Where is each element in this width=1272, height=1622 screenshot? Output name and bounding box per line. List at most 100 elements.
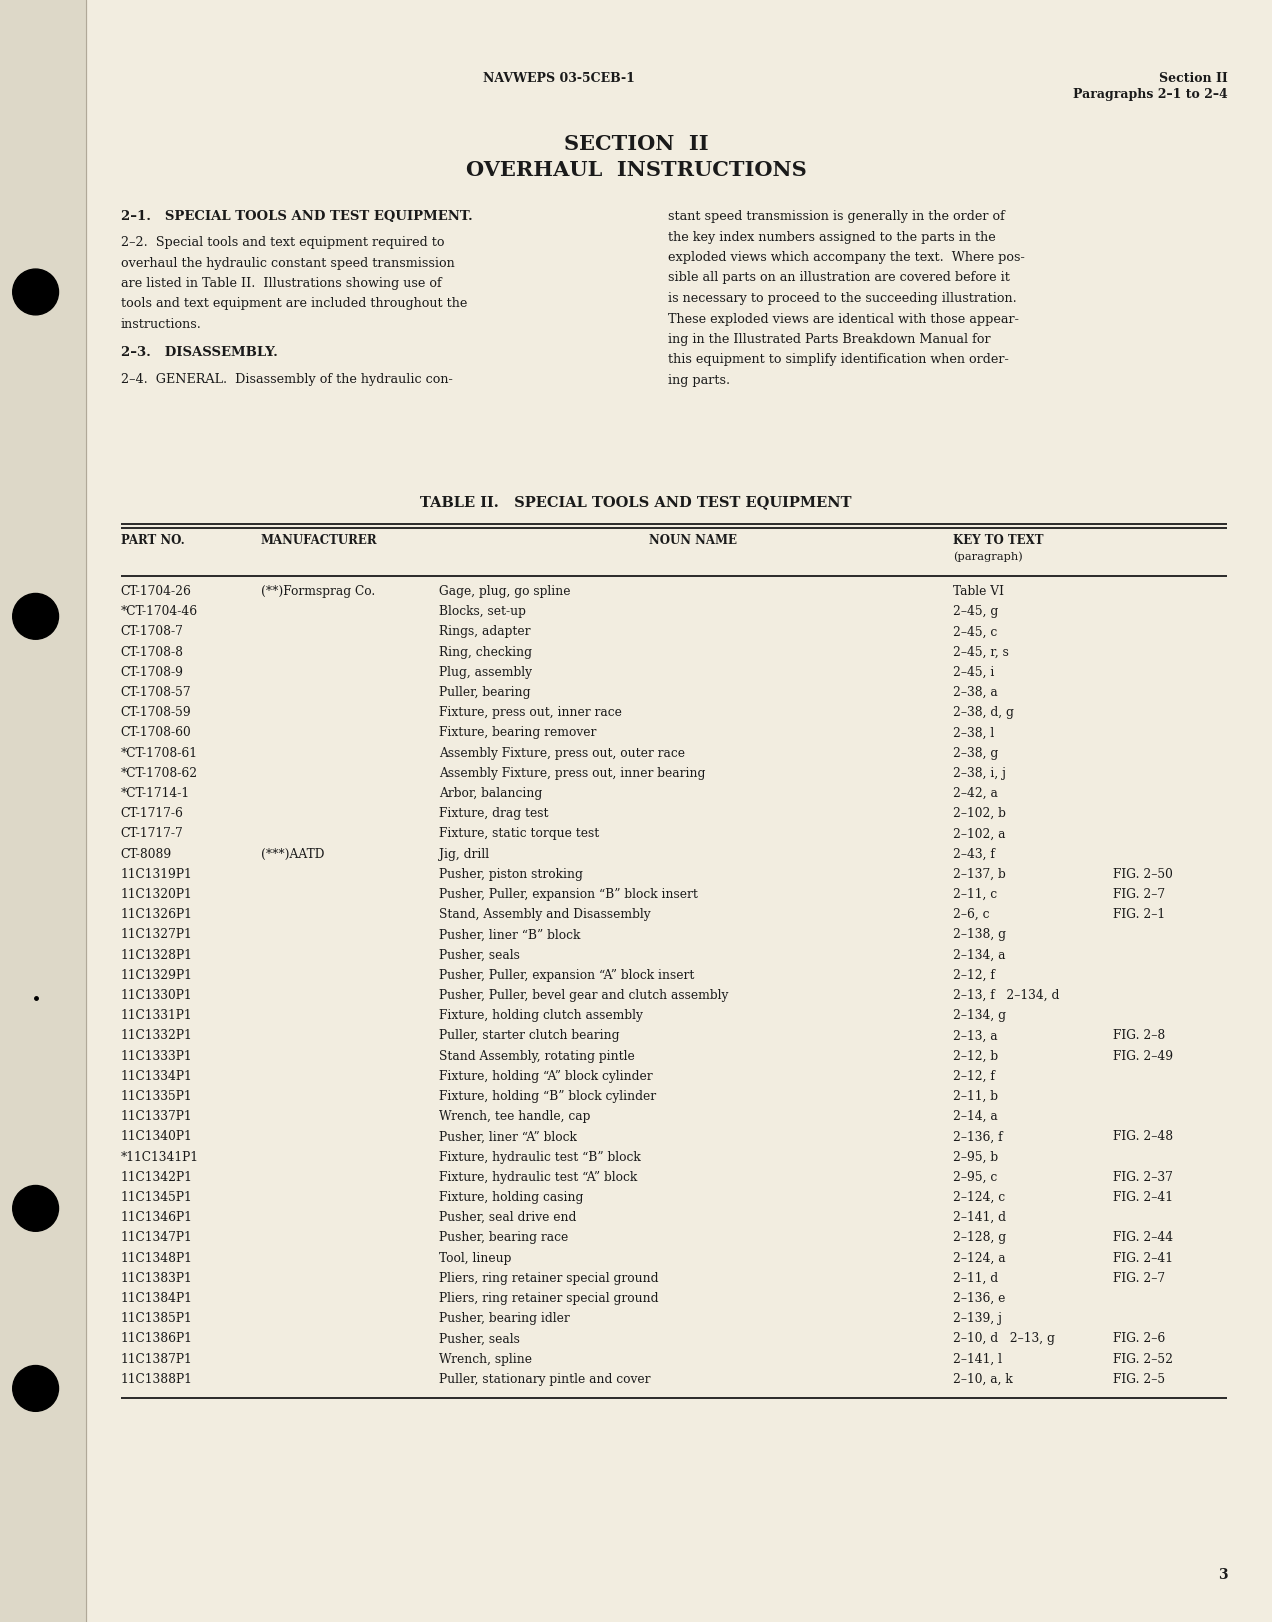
Text: Pusher, Puller, expansion “B” block insert: Pusher, Puller, expansion “B” block inse… [439, 887, 698, 900]
Text: 11C1328P1: 11C1328P1 [121, 949, 193, 962]
Text: CT-1708-8: CT-1708-8 [121, 646, 184, 659]
Text: FIG. 2–52: FIG. 2–52 [1113, 1353, 1173, 1366]
Text: Pusher, seals: Pusher, seals [439, 949, 520, 962]
Text: Puller, bearing: Puller, bearing [439, 686, 530, 699]
Text: 11C1335P1: 11C1335P1 [121, 1090, 192, 1103]
Text: CT-8089: CT-8089 [121, 848, 172, 861]
Text: *CT-1708-61: *CT-1708-61 [121, 746, 198, 759]
Text: *CT-1708-62: *CT-1708-62 [121, 767, 198, 780]
Text: FIG. 2–7: FIG. 2–7 [1113, 887, 1165, 900]
Text: Tool, lineup: Tool, lineup [439, 1252, 511, 1265]
Text: NOUN NAME: NOUN NAME [649, 534, 738, 547]
Text: *11C1341P1: *11C1341P1 [121, 1150, 198, 1163]
Text: CT-1708-7: CT-1708-7 [121, 626, 183, 639]
Text: Jig, drill: Jig, drill [439, 848, 488, 861]
Text: 2–128, g: 2–128, g [953, 1231, 1006, 1244]
Text: the key index numbers assigned to the parts in the: the key index numbers assigned to the pa… [668, 230, 996, 243]
Text: 2–2.  Special tools and text equipment required to: 2–2. Special tools and text equipment re… [121, 235, 444, 250]
Text: Pusher, liner “B” block: Pusher, liner “B” block [439, 928, 580, 941]
Text: 11C1332P1: 11C1332P1 [121, 1030, 192, 1043]
Text: 2–4.  GENERAL.  Disassembly of the hydraulic con-: 2–4. GENERAL. Disassembly of the hydraul… [121, 373, 453, 386]
Text: Gage, plug, go spline: Gage, plug, go spline [439, 586, 570, 599]
Text: this equipment to simplify identification when order-: this equipment to simplify identificatio… [668, 354, 1009, 367]
Text: 2–10, d   2–13, g: 2–10, d 2–13, g [953, 1332, 1054, 1345]
Text: Plug, assembly: Plug, assembly [439, 665, 532, 678]
Text: Pusher, bearing idler: Pusher, bearing idler [439, 1312, 570, 1325]
Text: 2–95, c: 2–95, c [953, 1171, 997, 1184]
Text: Fixture, hydraulic test “B” block: Fixture, hydraulic test “B” block [439, 1150, 641, 1163]
Text: ing in the Illustrated Parts Breakdown Manual for: ing in the Illustrated Parts Breakdown M… [668, 333, 991, 345]
Text: Arbor, balancing: Arbor, balancing [439, 787, 542, 800]
Text: 11C1348P1: 11C1348P1 [121, 1252, 193, 1265]
Text: sible all parts on an illustration are covered before it: sible all parts on an illustration are c… [668, 271, 1010, 284]
Text: 11C1388P1: 11C1388P1 [121, 1372, 193, 1385]
Text: (paragraph): (paragraph) [953, 551, 1023, 561]
Text: *CT-1714-1: *CT-1714-1 [121, 787, 190, 800]
Text: 2–138, g: 2–138, g [953, 928, 1006, 941]
Text: 2–136, e: 2–136, e [953, 1293, 1005, 1306]
Text: Ring, checking: Ring, checking [439, 646, 532, 659]
Text: 2–95, b: 2–95, b [953, 1150, 997, 1163]
Text: Pusher, piston stroking: Pusher, piston stroking [439, 868, 583, 881]
Text: Blocks, set-up: Blocks, set-up [439, 605, 525, 618]
Text: FIG. 2–5: FIG. 2–5 [1113, 1372, 1165, 1385]
Text: 11C1342P1: 11C1342P1 [121, 1171, 193, 1184]
Text: 11C1330P1: 11C1330P1 [121, 989, 192, 1002]
Text: FIG. 2–50: FIG. 2–50 [1113, 868, 1173, 881]
Text: 2–10, a, k: 2–10, a, k [953, 1372, 1013, 1385]
Text: 2–141, d: 2–141, d [953, 1212, 1006, 1225]
Circle shape [13, 1366, 59, 1411]
Text: is necessary to proceed to the succeeding illustration.: is necessary to proceed to the succeedin… [668, 292, 1016, 305]
Text: 2–38, g: 2–38, g [953, 746, 999, 759]
Text: 11C1329P1: 11C1329P1 [121, 968, 193, 981]
Text: Pusher, seals: Pusher, seals [439, 1332, 520, 1345]
Text: 11C1333P1: 11C1333P1 [121, 1049, 192, 1062]
Text: Fixture, drag test: Fixture, drag test [439, 808, 548, 821]
Text: 2–42, a: 2–42, a [953, 787, 997, 800]
Text: 2–38, d, g: 2–38, d, g [953, 706, 1014, 719]
Text: 2–11, d: 2–11, d [953, 1272, 997, 1285]
Text: Fixture, press out, inner race: Fixture, press out, inner race [439, 706, 622, 719]
Text: Stand, Assembly and Disassembly: Stand, Assembly and Disassembly [439, 908, 650, 921]
Text: instructions.: instructions. [121, 318, 202, 331]
Text: 11C1387P1: 11C1387P1 [121, 1353, 192, 1366]
Text: CT-1704-26: CT-1704-26 [121, 586, 192, 599]
Text: Wrench, tee handle, cap: Wrench, tee handle, cap [439, 1109, 590, 1122]
Text: FIG. 2–37: FIG. 2–37 [1113, 1171, 1173, 1184]
Text: Fixture, holding “B” block cylinder: Fixture, holding “B” block cylinder [439, 1090, 656, 1103]
Text: Puller, stationary pintle and cover: Puller, stationary pintle and cover [439, 1372, 650, 1385]
Text: FIG. 2–7: FIG. 2–7 [1113, 1272, 1165, 1285]
Text: 2–45, r, s: 2–45, r, s [953, 646, 1009, 659]
Text: 11C1384P1: 11C1384P1 [121, 1293, 193, 1306]
Text: Table VI: Table VI [953, 586, 1004, 599]
Text: Wrench, spline: Wrench, spline [439, 1353, 532, 1366]
Text: Fixture, hydraulic test “A” block: Fixture, hydraulic test “A” block [439, 1171, 637, 1184]
Text: 11C1347P1: 11C1347P1 [121, 1231, 192, 1244]
Text: 2–11, b: 2–11, b [953, 1090, 997, 1103]
Text: Fixture, holding “A” block cylinder: Fixture, holding “A” block cylinder [439, 1071, 653, 1083]
Circle shape [13, 269, 59, 315]
Text: Puller, starter clutch bearing: Puller, starter clutch bearing [439, 1030, 619, 1043]
Text: 3: 3 [1217, 1568, 1227, 1581]
Text: KEY TO TEXT: KEY TO TEXT [953, 534, 1043, 547]
Text: Stand Assembly, rotating pintle: Stand Assembly, rotating pintle [439, 1049, 635, 1062]
Text: 11C1334P1: 11C1334P1 [121, 1071, 192, 1083]
Text: CT-1708-9: CT-1708-9 [121, 665, 184, 678]
Text: 11C1383P1: 11C1383P1 [121, 1272, 192, 1285]
Text: TABLE II.   SPECIAL TOOLS AND TEST EQUIPMENT: TABLE II. SPECIAL TOOLS AND TEST EQUIPME… [420, 495, 852, 509]
Text: 2–11, c: 2–11, c [953, 887, 997, 900]
Text: MANUFACTURER: MANUFACTURER [261, 534, 378, 547]
Text: 2–134, g: 2–134, g [953, 1009, 1006, 1022]
Text: 2–6, c: 2–6, c [953, 908, 990, 921]
Text: *CT-1704-46: *CT-1704-46 [121, 605, 198, 618]
Text: 11C1386P1: 11C1386P1 [121, 1332, 193, 1345]
Text: Pusher, bearing race: Pusher, bearing race [439, 1231, 569, 1244]
Text: 11C1327P1: 11C1327P1 [121, 928, 192, 941]
Text: 2–137, b: 2–137, b [953, 868, 1005, 881]
Text: 2–12, f: 2–12, f [953, 1071, 995, 1083]
Text: CT-1708-57: CT-1708-57 [121, 686, 192, 699]
Text: Pliers, ring retainer special ground: Pliers, ring retainer special ground [439, 1293, 659, 1306]
Text: 2–13, a: 2–13, a [953, 1030, 997, 1043]
Text: 2–141, l: 2–141, l [953, 1353, 1001, 1366]
Text: Pusher, Puller, bevel gear and clutch assembly: Pusher, Puller, bevel gear and clutch as… [439, 989, 728, 1002]
